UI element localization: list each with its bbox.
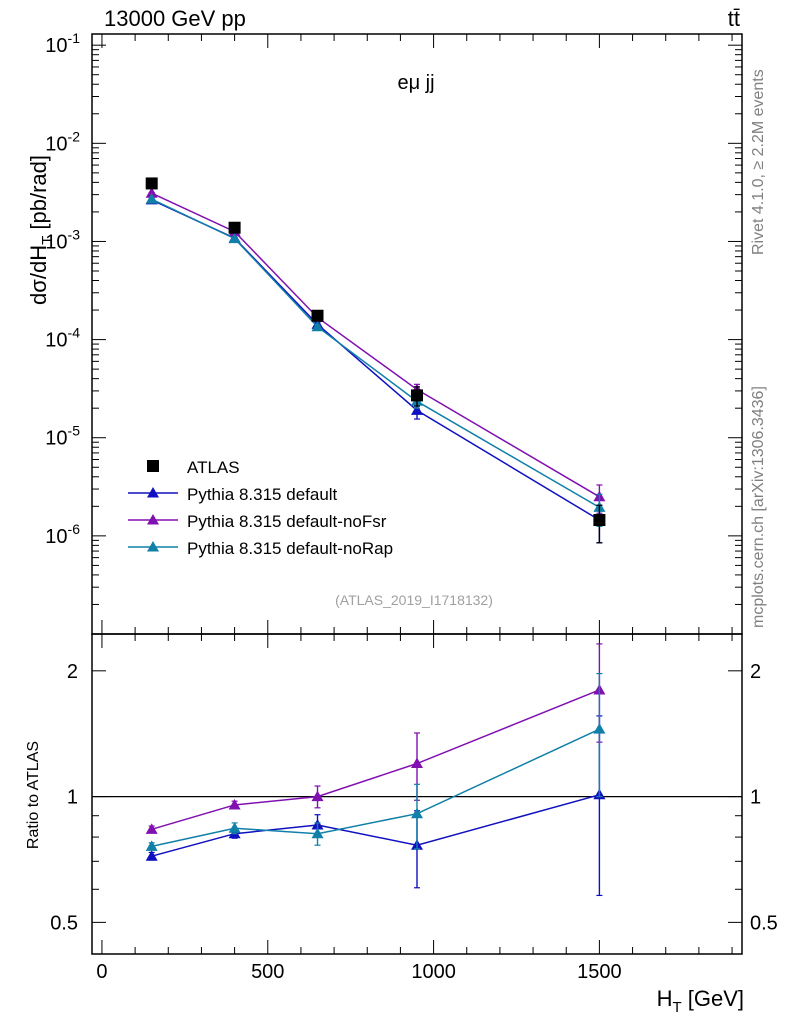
- ratio-axes: 0 500 1000 1500 0.5 0.5 1 1 2 2: [50, 634, 778, 983]
- ratio-y-tick-label-right: 2: [750, 661, 761, 683]
- x-tick-label: 500: [251, 961, 284, 983]
- main-mc-point: [311, 320, 324, 332]
- legend-label: Pythia 8.315 default-noRap: [187, 539, 393, 558]
- legend: ATLAS Pythia 8.315 default Pythia 8.315 de…: [128, 458, 393, 558]
- ratio-y-tick-label-right: 0.5: [750, 912, 778, 934]
- main-data-point: [411, 389, 423, 402]
- ratio-y-tick-label-left: 0.5: [50, 912, 78, 934]
- ratio-series-line: [151, 794, 600, 857]
- main-y-tick-label: 10-4: [45, 325, 80, 352]
- main-data-point: [593, 514, 606, 527]
- legend-marker: [147, 460, 159, 472]
- main-y-tick-label: 10-5: [45, 423, 80, 450]
- main-series-layer: [145, 177, 606, 544]
- main-mc-point: [228, 232, 241, 244]
- ratio-mc-point: [411, 807, 423, 819]
- ratio-series-line: [151, 728, 600, 848]
- legend-marker: [147, 487, 159, 498]
- ratio-panel-frame: [91, 633, 743, 955]
- ratio-mc-point: [228, 822, 241, 833]
- main-axes: 10-6 10-5 10-4 10-3 10-2 10-1: [45, 30, 742, 635]
- beam-label: 13000 GeV pp: [104, 6, 246, 31]
- ratio-mc-point: [311, 827, 324, 839]
- main-y-axis-title: dσ/dHT [pb/rad]: [26, 155, 56, 305]
- main-data-point: [311, 309, 324, 322]
- channel-label: eμ jj: [397, 72, 434, 94]
- legend-marker: [147, 541, 159, 552]
- main-y-tick-label: 10-6: [45, 521, 80, 548]
- main-y-tick-label: 10-2: [45, 128, 80, 155]
- main-mc-point: [145, 193, 158, 204]
- legend-label: ATLAS: [187, 458, 240, 477]
- ratio-y-axis-title: Ratio to ATLAS: [25, 741, 42, 849]
- x-tick-label: 0: [96, 961, 107, 983]
- main-mc-point: [145, 187, 158, 198]
- ratio-mc-point: [145, 850, 158, 861]
- legend-label: Pythia 8.315 default: [187, 485, 338, 504]
- analysis-tag: (ATLAS_2019_I1718132): [335, 592, 493, 608]
- ratio-mc-point: [145, 840, 158, 851]
- main-mc-point: [411, 404, 423, 415]
- main-series-line: [151, 192, 600, 498]
- mcplots-label: mcplots.cern.ch [arXiv:1306.3436]: [750, 386, 767, 628]
- ratio-mc-point: [228, 798, 241, 810]
- ratio-series-layer: [145, 643, 606, 897]
- ratio-mc-point: [145, 823, 158, 834]
- main-y-tick-label: 10-1: [45, 30, 80, 57]
- ratio-y-tick-label-left: 2: [67, 661, 78, 683]
- x-tick-label: 1000: [411, 961, 456, 983]
- ratio-mc-point: [593, 723, 606, 734]
- ratio-y-tick-label-right: 1: [750, 787, 761, 809]
- process-label: tt̄: [728, 6, 740, 31]
- legend-label: Pythia 8.315 default-noFsr: [187, 512, 387, 531]
- ratio-mc-point: [411, 757, 423, 769]
- main-data-point: [145, 177, 158, 190]
- x-tick-label: 1500: [577, 961, 622, 983]
- x-axis-title: HT [GeV]: [657, 986, 744, 1016]
- main-data-point: [228, 221, 241, 234]
- ratio-y-tick-label-left: 1: [67, 787, 78, 809]
- legend-marker: [147, 514, 159, 525]
- ratio-mc-point: [311, 790, 324, 802]
- rivet-version-label: Rivet 4.1.0, ≥ 2.2M events: [750, 69, 767, 255]
- main-y-tick-label: 10-3: [45, 226, 80, 253]
